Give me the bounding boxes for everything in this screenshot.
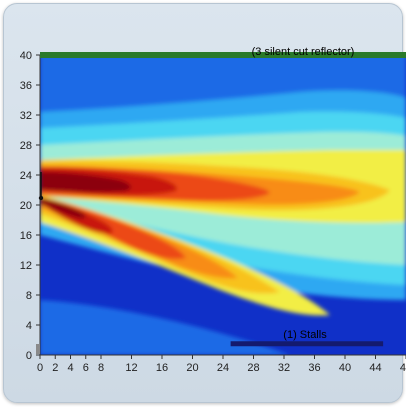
y-tick-label: 40 [20,50,32,62]
y-tick-label: 36 [20,80,32,92]
y-tick-label: 4 [26,320,32,332]
reflector-label: (3 silent cut reflector) [252,46,355,58]
y-tick-label: 16 [20,230,32,242]
x-tick-label: 40 [339,362,351,374]
y-tick-label: 20 [20,200,32,212]
x-tick-label: 0 [37,362,43,374]
x-tick-label: 24 [217,362,229,374]
contour-band-10 [40,172,131,193]
x-tick-label: 44 [369,362,381,374]
x-tick-label: 4 [67,362,73,374]
contour-band-16 [40,198,86,219]
contour-band-1 [40,300,290,355]
x-tick-label: 2 [52,362,58,374]
x-tick-label: 32 [278,362,290,374]
source-point [38,195,44,201]
y-tick-label: 28 [20,140,32,152]
x-tick-label: 36 [308,362,320,374]
x-tick-label: 20 [186,362,198,374]
stalls-label: (1) Stalls [283,329,327,341]
y-tick-label: 12 [20,260,32,272]
annotations: (3 silent cut reflector) (1) Stalls [40,46,406,347]
x-tick-label: 6 [83,362,89,374]
x-tick-label: 48 [400,362,406,374]
contour-band-0 [40,55,406,122]
x-tick-label: 28 [247,362,259,374]
origin-marker [36,344,40,354]
y-tick-label: 0 [26,350,32,362]
contour-layer [40,55,406,355]
y-tick-label: 32 [20,110,32,122]
x-tick-label: 8 [98,362,104,374]
y-tick-label: 24 [20,170,32,182]
x-tick-label: 16 [156,362,168,374]
x-tick-label: 12 [125,362,137,374]
y-tick-label: 8 [26,290,32,302]
